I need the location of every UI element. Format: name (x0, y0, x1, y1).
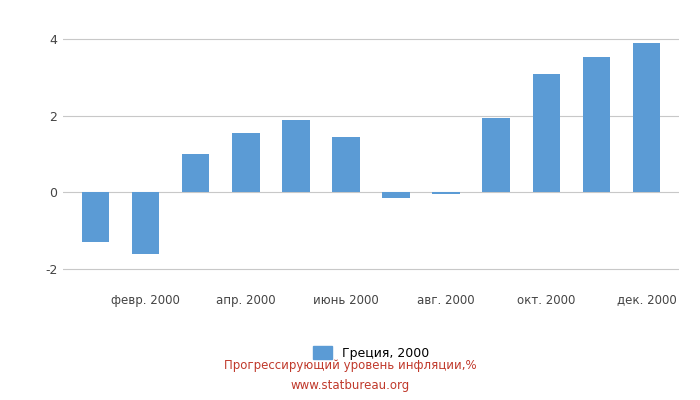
Bar (433, 192, 460, 194)
Text: www.statbureau.org: www.statbureau.org (290, 379, 410, 392)
Bar (482, 118, 510, 192)
Bar (282, 120, 309, 192)
Text: Прогрессирующий уровень инфляции,%: Прогрессирующий уровень инфляции,% (224, 359, 476, 372)
Bar (82, 192, 109, 242)
Bar (132, 192, 160, 254)
Bar (382, 192, 410, 198)
Bar (332, 137, 360, 192)
Bar (533, 74, 560, 192)
Bar (182, 154, 209, 192)
Bar (582, 57, 610, 192)
Legend: Греция, 2000: Греция, 2000 (308, 341, 434, 365)
Bar (232, 133, 260, 192)
Bar (633, 43, 660, 192)
